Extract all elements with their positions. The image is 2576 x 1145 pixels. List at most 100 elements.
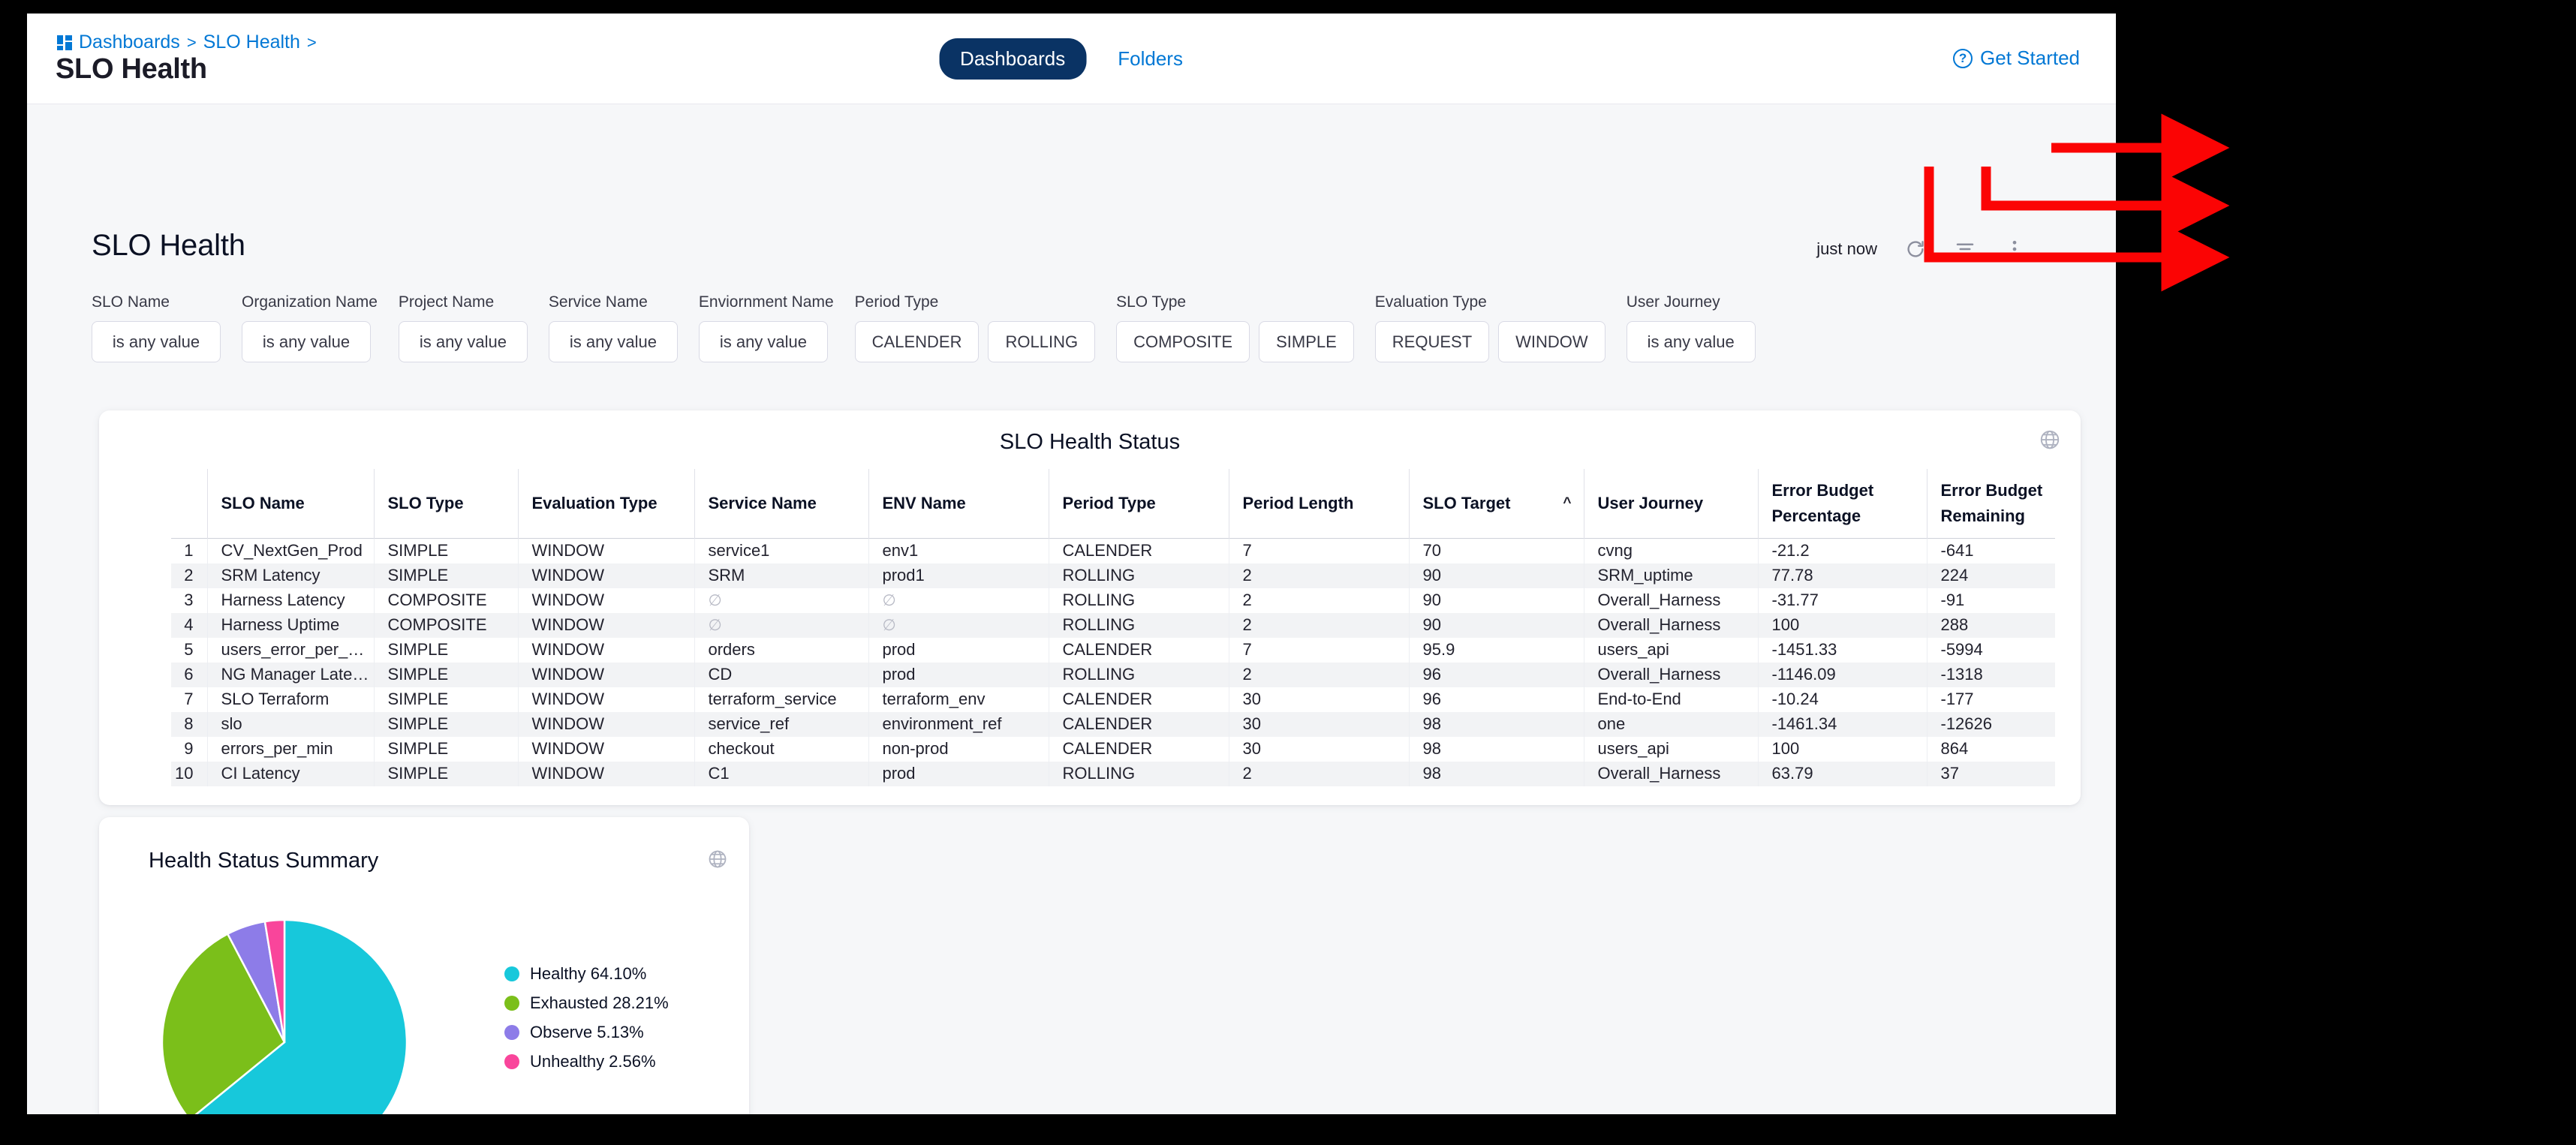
pie-slice-healthy[interactable] <box>190 918 408 1114</box>
pie-chart-svg <box>161 918 408 1114</box>
cell-service: SRM <box>694 563 868 588</box>
table-row[interactable]: 7 SLO Terraform SIMPLE WINDOW terraform_serv… <box>171 687 2055 712</box>
cell-slo-type: SIMPLE <box>373 687 518 712</box>
cell-target: 90 <box>1408 563 1584 588</box>
cell-period-len: 2 <box>1228 563 1409 588</box>
filter-chip-calender[interactable]: CALENDER <box>854 321 980 362</box>
legend-item-healthy[interactable]: Healthy 64.10% <box>504 964 669 984</box>
col-period-length[interactable]: Period Length <box>1228 469 1409 539</box>
filter-group-evaluation-type: Evaluation Type REQUEST WINDOW <box>1374 293 1605 362</box>
table-row[interactable]: 3 Harness Latency COMPOSITE WINDOW ∅ ∅ ROLLING… <box>171 588 2055 613</box>
help-circle-icon: ? <box>1953 48 1973 68</box>
legend-item-unhealthy[interactable]: Unhealthy 2.56% <box>504 1052 669 1071</box>
cell-eb-rem: 37 <box>1926 761 2055 786</box>
filter-chip-composite[interactable]: COMPOSITE <box>1116 321 1250 362</box>
cell-env: terraform_env <box>868 687 1049 712</box>
filter-chip-is-any-value[interactable]: is any value <box>1626 321 1756 362</box>
breadcrumb: Dashboards > SLO Health > <box>57 32 317 53</box>
dashboard-toolbar: just now <box>1816 238 2026 260</box>
globe-icon[interactable] <box>2039 428 2061 455</box>
cell-period-type: ROLLING <box>1048 563 1229 588</box>
cell-env: prod <box>868 761 1049 786</box>
table-scroll-area[interactable]: SLO Name SLO Type Evaluation Type Servic… <box>171 469 2057 805</box>
table-panel-title: SLO Health Status <box>999 430 1181 454</box>
col-slo-target[interactable]: SLO Target ^ <box>1408 469 1584 539</box>
cell-slo-type: SIMPLE <box>373 761 518 786</box>
table-row[interactable]: 4 Harness Uptime COMPOSITE WINDOW ∅ ∅ ROLLING 2… <box>171 612 2055 638</box>
filter-chip-rolling[interactable]: ROLLING <box>988 321 1096 362</box>
cell-eb-rem: -91 <box>1926 588 2055 613</box>
cell-eb-rem: -177 <box>1926 687 2055 712</box>
refresh-icon[interactable] <box>1904 238 1927 260</box>
pie-panel-title: Health Status Summary <box>149 849 379 873</box>
filter-chip-is-any-value[interactable]: is any value <box>548 321 678 362</box>
breadcrumb-separator-2: > <box>306 32 317 52</box>
pie-slice-unhealthy[interactable] <box>263 918 286 1043</box>
col-error-budget-remaining[interactable]: Error Budget Remaining <box>1926 469 2055 539</box>
cell-eval-type: WINDOW <box>517 736 694 762</box>
table-header: SLO Name SLO Type Evaluation Type Servic… <box>171 469 2055 539</box>
cell-slo-type: SIMPLE <box>373 538 518 563</box>
filter-chip-simple[interactable]: SIMPLE <box>1259 321 1354 362</box>
pie-slice-exhausted[interactable] <box>161 932 286 1114</box>
cell-eb-rem: -641 <box>1926 538 2055 563</box>
slo-health-status-panel: SLO Health Status <box>99 410 2081 805</box>
row-number: 1 <box>184 541 194 560</box>
filter-bar: SLO Name is any value Organization Name is … <box>92 293 1777 362</box>
row-number: 6 <box>184 665 194 684</box>
get-started-button[interactable]: ? Get Started <box>1953 47 2080 70</box>
filter-options: CALENDER ROLLING <box>854 321 1096 362</box>
filter-group-project-name: Project Name is any value <box>398 293 528 362</box>
breadcrumb-dashboards[interactable]: Dashboards <box>79 32 180 53</box>
cell-env: prod <box>868 662 1049 687</box>
cell-slo-name: SRM Latency <box>206 563 374 588</box>
col-slo-name[interactable]: SLO Name <box>206 469 374 539</box>
col-period-type[interactable]: Period Type <box>1048 469 1229 539</box>
col-user-journey[interactable]: User Journey <box>1583 469 1758 539</box>
globe-icon[interactable] <box>707 849 728 873</box>
filter-label: Organization Name <box>242 293 378 311</box>
cell-period-type: ROLLING <box>1048 588 1229 613</box>
table-row[interactable]: 9 errors_per_min SIMPLE WINDOW checkout non-p… <box>171 736 2055 762</box>
refresh-status-label: just now <box>1816 239 1877 258</box>
table-row[interactable]: 8 slo SIMPLE WINDOW service_ref environment_r… <box>171 711 2055 737</box>
breadcrumb-slo-health[interactable]: SLO Health <box>203 32 300 53</box>
pie-chart[interactable] <box>99 892 749 1114</box>
cell-service: checkout <box>694 736 868 762</box>
filter-chip-is-any-value[interactable]: is any value <box>92 321 221 362</box>
cell-slo-type: SIMPLE <box>373 637 518 663</box>
more-vertical-icon[interactable] <box>2003 238 2026 260</box>
table-row[interactable]: 10 CI Latency SIMPLE WINDOW C1 prod ROLLING 2 98… <box>171 761 2055 786</box>
col-env-name[interactable]: ENV Name <box>868 469 1049 539</box>
filter-chip-is-any-value[interactable]: is any value <box>398 321 528 362</box>
filter-label: Project Name <box>398 293 495 311</box>
filter-chip-request[interactable]: REQUEST <box>1374 321 1490 362</box>
legend-item-exhausted[interactable]: Exhausted 28.21% <box>504 993 669 1013</box>
filter-icon[interactable] <box>1954 238 1976 260</box>
col-slo-type[interactable]: SLO Type <box>373 469 518 539</box>
col-evaluation-type[interactable]: Evaluation Type <box>517 469 694 539</box>
cell-period-type: CALENDER <box>1048 637 1229 663</box>
cell-target: 96 <box>1408 687 1584 712</box>
tab-dashboards[interactable]: Dashboards <box>939 38 1087 80</box>
filter-chip-window[interactable]: WINDOW <box>1498 321 1605 362</box>
cell-eb-rem: 288 <box>1926 612 2055 638</box>
app-window: Dashboards > SLO Health > SLO Health Das… <box>27 14 2116 1114</box>
row-number: 9 <box>184 739 194 759</box>
filter-options: is any value <box>242 321 378 362</box>
table-row[interactable]: 1 CV_NextGen_Prod SIMPLE WINDOW service1 env1… <box>171 538 2055 563</box>
col-service-name[interactable]: Service Name <box>694 469 868 539</box>
cell-slo-name: users_error_per_min <box>206 637 374 663</box>
table-row[interactable]: 5 users_error_per_min SIMPLE WINDOW orders pr… <box>171 637 2055 663</box>
cell-target: 98 <box>1408 761 1584 786</box>
filter-chip-is-any-value[interactable]: is any value <box>698 321 828 362</box>
tab-folders[interactable]: Folders <box>1118 47 1183 70</box>
table-row[interactable]: 6 NG Manager Latency SIMPLE WINDOW CD prod ROL… <box>171 662 2055 687</box>
table-row[interactable]: 2 SRM Latency SIMPLE WINDOW SRM prod1 ROLLING 2… <box>171 563 2055 588</box>
filter-chip-is-any-value[interactable]: is any value <box>242 321 371 362</box>
legend-item-observe[interactable]: Observe 5.13% <box>504 1023 669 1042</box>
cell-eb-pct: 100 <box>1757 736 1927 762</box>
cell-eval-type: WINDOW <box>517 761 694 786</box>
col-error-budget-percentage[interactable]: Error Budget Percentage <box>1757 469 1927 539</box>
cell-service: terraform_service <box>694 687 868 712</box>
